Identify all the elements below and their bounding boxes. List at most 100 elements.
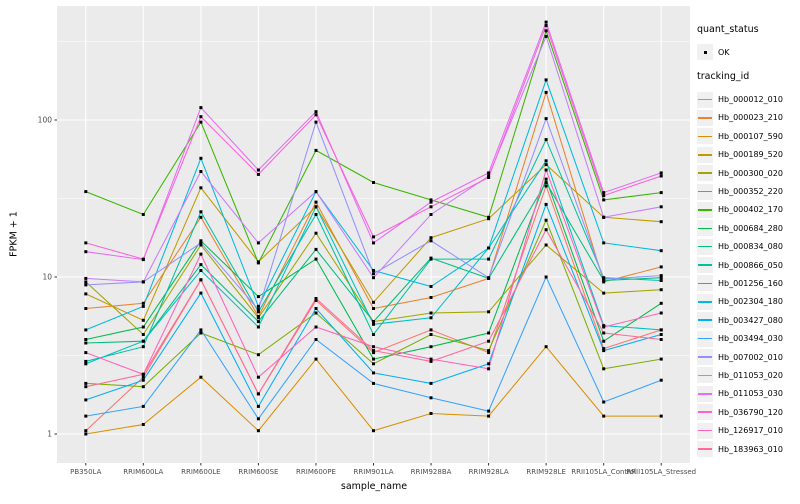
data-point <box>544 243 548 247</box>
data-point <box>84 429 88 433</box>
x-tick-label: RRIM928LA <box>469 468 509 476</box>
data-point <box>141 301 145 305</box>
data-point <box>659 333 663 336</box>
legend-key-line <box>698 190 712 193</box>
data-point <box>487 414 491 418</box>
legend-key <box>697 422 713 439</box>
legend-key-line <box>698 98 712 101</box>
data-point <box>256 304 260 308</box>
data-point <box>314 257 318 261</box>
data-point <box>314 357 318 361</box>
data-point <box>256 310 260 314</box>
data-point <box>429 239 433 243</box>
data-point <box>141 339 145 343</box>
y-tick-label: 100 <box>38 116 53 125</box>
legend-key-line <box>698 227 712 230</box>
legend-item-Hb_000834_080: Hb_000834_080 <box>697 238 800 256</box>
data-point <box>314 297 318 300</box>
data-point <box>256 316 260 320</box>
data-point <box>84 381 88 385</box>
x-tick-label: RRIM600SE <box>238 468 278 476</box>
data-point <box>544 78 548 82</box>
y-tick-label: 1 <box>47 430 52 439</box>
data-point <box>659 249 663 253</box>
data-point <box>314 325 318 329</box>
legend-key <box>697 165 713 182</box>
legend-item-Hb_007002_010: Hb_007002_010 <box>697 348 800 366</box>
data-point <box>199 106 203 110</box>
data-point <box>544 90 548 94</box>
legend-key-line <box>698 411 712 413</box>
legend-key <box>697 146 713 163</box>
data-point <box>314 298 318 302</box>
data-point <box>544 345 548 349</box>
data-point <box>84 307 88 310</box>
data-point <box>84 362 88 366</box>
legend-key-line <box>698 448 712 450</box>
data-point <box>659 171 663 175</box>
legend-item-label: Hb_002304_180 <box>718 297 783 307</box>
data-point <box>659 265 663 269</box>
data-point <box>199 241 203 245</box>
data-point <box>141 345 145 349</box>
data-point <box>141 304 145 308</box>
data-point <box>84 414 88 418</box>
data-point <box>256 404 260 408</box>
data-point <box>256 353 260 357</box>
x-tick-label: RRIM600PE <box>296 468 336 476</box>
data-point <box>141 325 145 329</box>
legend-key-line <box>698 264 712 266</box>
legend-item-label: Hb_000866_050 <box>718 260 783 270</box>
data-point <box>372 345 375 349</box>
legend-item-Hb_126917_010: Hb_126917_010 <box>697 421 800 439</box>
data-point <box>199 210 203 214</box>
data-point <box>256 429 260 433</box>
data-point <box>429 236 433 240</box>
data-point <box>659 220 663 224</box>
legend-key-line <box>698 301 712 303</box>
x-tick-label: RRIM600LA <box>123 468 163 476</box>
data-point <box>372 351 375 355</box>
legend-item-Hb_036790_120: Hb_036790_120 <box>697 403 800 421</box>
legend-item-Hb_000352_220: Hb_000352_220 <box>697 182 800 200</box>
data-point <box>372 357 375 361</box>
legend-key <box>697 257 713 274</box>
data-point <box>256 168 260 172</box>
legend-item-label: Hb_003494_030 <box>718 334 783 344</box>
legend-item-ok: OK <box>697 43 800 61</box>
legend-item-label: Hb_000402_170 <box>718 205 783 215</box>
legend-item-Hb_003427_080: Hb_003427_080 <box>697 311 800 329</box>
legend-key-line <box>698 153 712 156</box>
legend-key-line <box>698 209 712 211</box>
legend-item-Hb_000189_520: Hb_000189_520 <box>697 146 800 164</box>
legend-item-Hb_001256_160: Hb_001256_160 <box>697 274 800 292</box>
data-point <box>199 331 203 335</box>
x-tick-label: RRIM928BA <box>411 468 452 476</box>
data-point <box>372 320 375 324</box>
data-point <box>84 385 88 389</box>
data-point <box>199 120 203 124</box>
data-point <box>659 328 663 332</box>
data-point <box>84 338 88 341</box>
data-point <box>429 396 433 400</box>
data-point <box>602 339 606 343</box>
data-point <box>314 213 318 216</box>
legend-key <box>697 201 713 218</box>
data-point <box>141 404 145 408</box>
data-point <box>256 325 260 329</box>
legend-key-line <box>698 429 712 432</box>
data-point <box>84 276 88 280</box>
legend-key-line <box>698 374 712 377</box>
data-point <box>314 311 318 315</box>
data-point <box>256 392 260 396</box>
legend-item-Hb_011053_030: Hb_011053_030 <box>697 385 800 403</box>
data-point <box>199 156 203 160</box>
data-point <box>84 351 88 355</box>
data-point <box>314 190 318 194</box>
legend-item-Hb_000866_050: Hb_000866_050 <box>697 256 800 274</box>
legend-key <box>697 128 713 145</box>
legend-title-quant-status: quant_status <box>697 24 759 35</box>
data-point <box>544 163 548 167</box>
data-point <box>314 231 318 235</box>
data-point <box>372 381 375 385</box>
